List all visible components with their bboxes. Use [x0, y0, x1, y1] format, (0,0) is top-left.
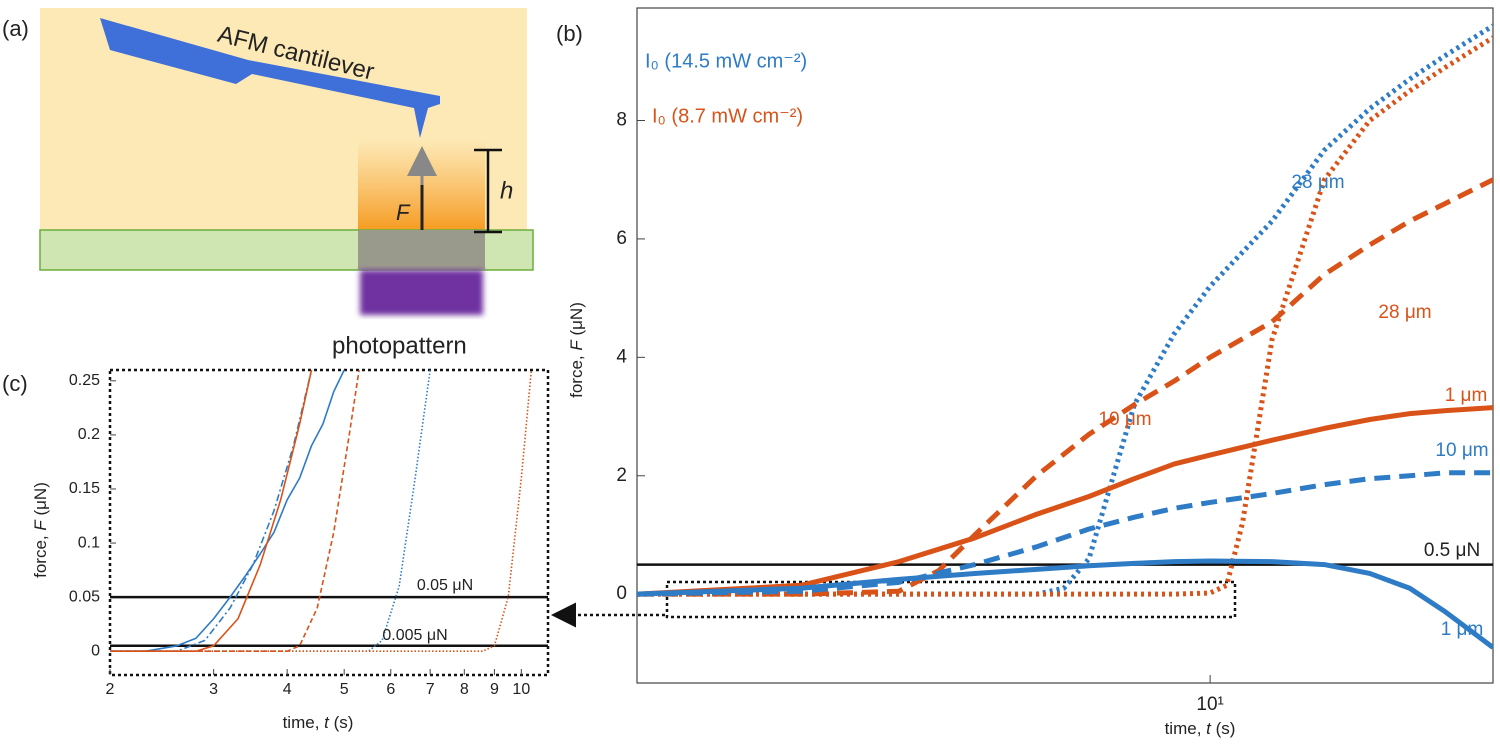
- light-source: [360, 270, 483, 315]
- x-tick-label: 10¹: [1196, 694, 1223, 715]
- x-tick-label: 9: [490, 681, 499, 698]
- legend-entry: I₀ (8.7 mW cm⁻²): [652, 105, 803, 127]
- y-axis-label-part: F: [31, 519, 50, 531]
- series-line: [637, 558, 1493, 650]
- panel-label: (c): [2, 371, 28, 396]
- x-tick-label: 4: [283, 681, 292, 698]
- cantilever: [100, 18, 440, 138]
- y-tick-label: 0.05: [69, 588, 100, 605]
- x-tick-label: 8: [460, 681, 469, 698]
- x-axis-label: time, t (s): [283, 713, 354, 732]
- reference-label: 0.05 μN: [417, 577, 473, 594]
- y-tick-label: 0.2: [78, 426, 100, 443]
- legend-entry: I₀ (14.5 mW cm⁻²): [645, 50, 807, 72]
- series-label: 10 μm: [1098, 409, 1151, 430]
- x-axis-label-part: time,: [283, 713, 325, 732]
- x-tick-label: 3: [209, 681, 218, 698]
- series-line: [110, 370, 313, 653]
- x-axis-label-part: (s): [329, 713, 354, 732]
- y-tick-label: 0: [616, 583, 627, 604]
- series-line: [110, 370, 360, 653]
- y-tick-label: 0.25: [69, 372, 100, 389]
- x-axis-label-part: t: [324, 713, 330, 732]
- x-axis-label-part: t: [1206, 719, 1212, 738]
- y-axis-label: force, F (μN): [31, 482, 50, 578]
- zoom-box: [665, 580, 1237, 619]
- light-label: photopattern: [332, 332, 467, 359]
- plot-frame: [636, 7, 1494, 684]
- x-tick-label: 10: [512, 681, 530, 698]
- y-tick-label: 2: [616, 465, 627, 486]
- y-tick-label: 6: [616, 228, 627, 249]
- series-label: 1 μm: [1441, 619, 1484, 640]
- reference-label: 0.005 μN: [382, 627, 447, 644]
- force-label: F: [396, 200, 411, 225]
- series-line: [637, 35, 1493, 597]
- x-axis-label: time, t (s): [1165, 719, 1236, 738]
- substrate-overlap: [358, 230, 485, 270]
- series-line: [637, 405, 1493, 597]
- y-tick-label: 0: [91, 642, 100, 659]
- y-axis-label: force, F (μN): [567, 302, 586, 398]
- plot-area: [110, 370, 548, 653]
- plot-area: [637, 23, 1493, 650]
- series-label: 28 μm: [1378, 302, 1431, 323]
- panel-label: (b): [556, 21, 583, 46]
- x-axis-label-part: (s): [1211, 719, 1236, 738]
- y-tick-label: 8: [616, 110, 627, 131]
- y-tick-label: 0.1: [78, 534, 100, 551]
- series-line: [110, 370, 533, 653]
- y-tick-label: 0.15: [69, 480, 100, 497]
- series-label: 28 μm: [1291, 172, 1344, 193]
- series-line: [110, 370, 313, 653]
- y-tick-label: 4: [616, 346, 627, 367]
- x-tick-label: 7: [426, 681, 435, 698]
- x-tick-label: 6: [386, 681, 395, 698]
- y-axis-label-part: force,: [31, 531, 50, 578]
- panel-label: (a): [2, 16, 29, 41]
- y-axis-label-part: F: [567, 339, 586, 351]
- reference-label: 0.5 μN: [1424, 540, 1480, 561]
- series-line: [110, 370, 431, 653]
- y-axis-label-part: (μN): [567, 302, 586, 340]
- series-label: 1 μm: [1445, 385, 1488, 406]
- series-label: 10 μm: [1435, 440, 1488, 461]
- y-axis-label-part: force,: [567, 351, 586, 398]
- diagram: (a) AFM cantilever F h photopattern: [2, 8, 534, 359]
- x-tick-label: 5: [340, 681, 349, 698]
- y-axis-label-part: (μN): [31, 482, 50, 520]
- x-tick-label: 2: [106, 681, 115, 698]
- series-line: [110, 370, 345, 653]
- x-axis-label-part: time,: [1165, 719, 1207, 738]
- series-line: [637, 177, 1493, 597]
- plot-frame: [108, 368, 550, 677]
- series-line: [637, 470, 1493, 597]
- height-label: h: [500, 177, 513, 204]
